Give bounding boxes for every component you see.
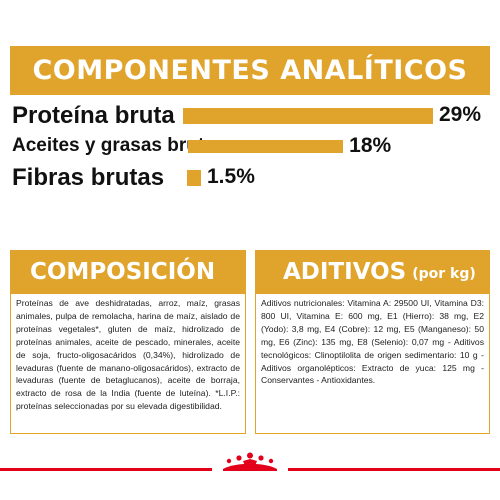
analytics-value-protein: 29% [439,103,482,126]
composition-title-banner: COMPOSICIÓN [10,250,246,293]
analytics-bar-fat [188,140,344,153]
analytics-label-fiber: Fibras brutas [12,164,165,191]
additives-text: Aditivos nutricionales: Vitamina A: 2950… [255,293,490,434]
analytics-title-banner: COMPONENTES ANALÍTICOS [10,46,490,95]
additives-subtitle: (por kg) [412,265,476,282]
analytics-bar-fiber [187,170,201,186]
analytics-label-protein: Proteína bruta [12,102,175,129]
composition-text: Proteínas de ave deshidratadas, arroz, m… [10,293,246,434]
analytics-title: COMPONENTES ANALÍTICOS [32,55,468,86]
analytics-value-fat: 18% [349,134,392,157]
analytics-bar-protein [183,108,433,124]
analytics-value-fiber: 1.5% [207,165,255,188]
footer-line-right [288,468,500,471]
analytics-label-fat: Aceites y grasas brutos [12,135,227,156]
additives-title-banner: ADITIVOS (por kg) [255,250,490,293]
royal-canin-crown-icon [223,452,277,471]
footer-line-left [0,468,212,471]
composition-title: COMPOSICIÓN [30,258,216,285]
additives-title: ADITIVOS [283,258,407,285]
